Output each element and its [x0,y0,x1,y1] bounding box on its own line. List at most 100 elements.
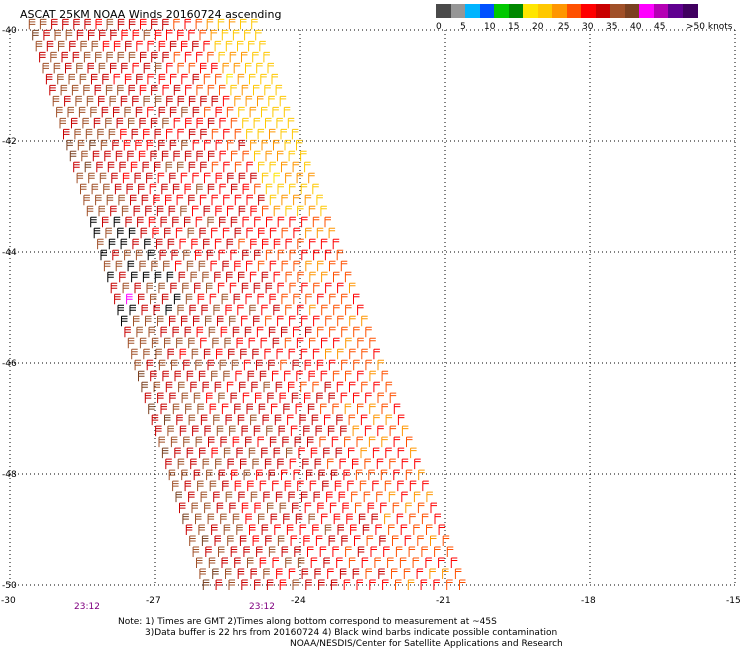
wind-barb [212,568,219,579]
wind-barb [338,491,346,503]
wind-barb [244,326,252,338]
wind-barb [140,18,147,30]
wind-barb [52,95,60,107]
wind-barb [279,392,286,404]
wind-barb [325,315,332,327]
wind-barb [382,579,389,590]
wind-barb [250,172,257,184]
wind-barb [189,304,196,316]
wind-barb [204,139,211,151]
wind-barb [107,161,115,173]
wind-barb [223,524,231,535]
wind-barb [67,106,74,118]
wind-barb [353,392,360,404]
wind-barb [259,40,266,52]
wind-barb [167,348,174,360]
wind-barb [283,403,290,415]
wind-barb [110,29,117,41]
wind-barb [139,260,146,272]
wind-barb [417,502,425,514]
wind-barb [196,84,203,96]
wind-barb [219,117,226,129]
wind-barb [227,172,234,184]
wind-barb [207,183,215,195]
wind-barb [227,139,234,151]
wind-barb [135,249,143,261]
wind-barb [181,315,188,327]
wind-barb [301,216,308,228]
wind-barb [336,414,343,426]
wind-barb [188,128,196,140]
wind-barb [211,447,218,459]
wind-barb [207,513,215,525]
wind-barb [141,194,149,206]
wind-barb [95,18,102,30]
wind-barb [132,238,139,250]
wind-barb [177,161,184,173]
wind-barb [215,139,223,151]
wind-barb [185,293,193,305]
wind-barb [104,150,111,162]
wind-barb [265,249,273,261]
wind-barb [266,216,273,228]
wind-barb [310,447,318,459]
wind-barb [421,546,428,557]
wind-barb [290,425,298,437]
wind-barb [236,447,243,459]
wind-barb [312,216,320,228]
wind-barb [277,282,284,294]
wind-barb [139,84,147,96]
wind-barb [147,73,154,85]
wind-barb [155,62,162,74]
wind-barb [264,348,271,360]
wind-barb [117,227,124,239]
wind-barb [385,414,393,426]
wind-barb [120,238,128,250]
wind-barb [403,568,411,579]
wind-barb [246,227,253,239]
legend-swatch [465,4,480,18]
wind-barb [365,392,372,404]
wind-barb [227,205,234,217]
wind-barb [200,62,207,74]
wind-barb [138,150,146,162]
wind-barb [257,95,264,107]
wind-barb [211,194,218,206]
legend-swatch [436,4,451,18]
wind-barb [206,392,213,404]
wind-barb [324,216,331,228]
wind-barb [300,183,308,195]
wind-barb [330,469,338,481]
wind-barb [293,227,300,239]
wind-barb [241,425,248,437]
wind-barb [45,73,53,85]
wind-barb [356,579,363,590]
wind-barb [158,436,165,448]
wind-barb [191,502,198,514]
wind-barb [116,117,124,129]
wind-barb [281,293,288,305]
wind-barb [250,139,257,151]
wind-barb [151,260,158,272]
wind-barb [215,73,222,85]
wind-barb [110,62,117,74]
wind-barb [316,392,323,404]
y-tick-label: -44 [2,248,17,258]
wind-barb [228,348,235,360]
wind-barb [364,458,371,470]
wind-barb [298,447,305,459]
wind-barb [155,348,162,360]
wind-barb [169,106,177,118]
wind-barb [181,392,189,404]
legend-swatch [610,4,625,18]
wind-barb [372,447,380,459]
wind-barb [211,62,218,74]
note-line-2: 3)Data buffer is 22 hrs from 20160724 4)… [145,628,558,638]
wind-barb [77,139,85,151]
wind-barb [223,447,231,459]
wind-barb [317,293,324,305]
wind-barb [150,370,157,382]
wind-barb [446,579,453,590]
wind-barb [327,458,334,470]
wind-barb [63,128,70,140]
